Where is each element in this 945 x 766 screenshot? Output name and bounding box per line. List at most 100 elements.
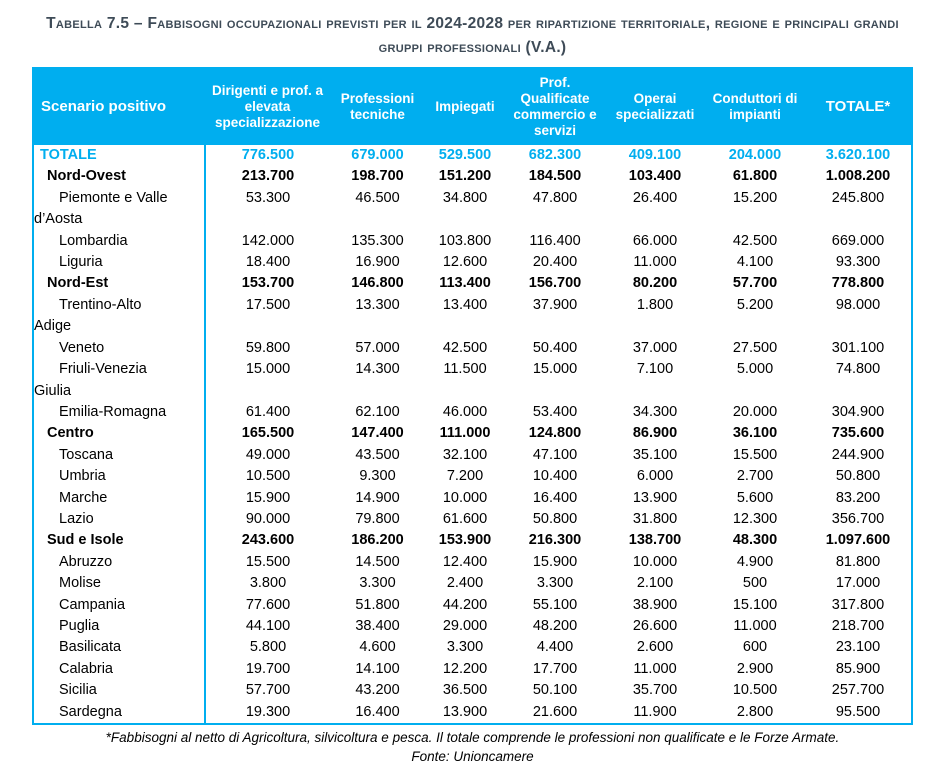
cell-value: 682.300 xyxy=(528,147,582,164)
cell-value: 2.900 xyxy=(736,660,774,677)
cell-value: 103.400 xyxy=(628,168,682,185)
cell-value: 34.800 xyxy=(442,189,488,206)
row-label: Toscana xyxy=(33,444,206,467)
header-row: Scenario positivo Dirigenti e prof. a el… xyxy=(33,68,912,146)
cell-value: 1.008.200 xyxy=(825,168,891,185)
cell-value: 48.300 xyxy=(732,532,778,549)
cell-value: 42.500 xyxy=(732,232,778,249)
table-row: Piemonte e Valle d’Aosta 53.300 46.500 34.8… xyxy=(33,187,912,231)
row-label: Sardegna xyxy=(33,701,206,724)
cell-value: 50.800 xyxy=(532,510,578,527)
row-label: Lazio xyxy=(33,508,206,531)
cell-value: 1.800 xyxy=(636,296,674,313)
cell-value: 35.700 xyxy=(632,682,678,699)
row-label: Trentino-Alto Adige xyxy=(33,294,206,338)
cell-value: 11.900 xyxy=(633,703,677,720)
table-row: Nord-Est 153.700 146.800 113.400 156.700 80.2… xyxy=(33,273,912,295)
cell-value: 32.100 xyxy=(442,446,488,463)
cell-value: 5.600 xyxy=(736,489,774,506)
cell-value: 98.000 xyxy=(835,296,881,313)
table-row: Marche 15.900 14.900 10.000 16.400 13.900 5.60… xyxy=(33,487,912,509)
cell-value: 15.100 xyxy=(732,596,778,613)
table-row: TOTALE 776.500 679.000 529.500 682.300 409.10… xyxy=(33,145,912,167)
cell-value: 29.000 xyxy=(442,617,488,634)
table-row: Lazio 90.000 79.800 61.600 50.800 31.800 12.30… xyxy=(33,508,912,531)
cell-value: 10.000 xyxy=(442,489,488,506)
cell-value: 124.800 xyxy=(528,425,582,442)
cell-value: 50.100 xyxy=(532,682,578,699)
cell-value: 31.800 xyxy=(632,510,678,527)
cell-value: 16.400 xyxy=(355,703,400,720)
header-col: Dirigenti e prof. a elevata specializzaz… xyxy=(205,68,330,146)
cell-value: 85.900 xyxy=(835,660,881,677)
cell-value: 26.600 xyxy=(632,617,678,634)
cell-value: 42.500 xyxy=(442,339,488,356)
table-row: Sicilia 57.700 43.200 36.500 50.100 35.700 10.… xyxy=(33,680,912,702)
cell-value: 46.000 xyxy=(442,403,488,420)
cell-value: 116.400 xyxy=(529,232,581,249)
cell-value: 3.300 xyxy=(359,575,396,592)
cell-value: 13.900 xyxy=(442,703,488,720)
table-row: Molise 3.800 3.300 2.400 3.300 2.100 500 17.000 xyxy=(33,573,912,595)
cell-value: 4.900 xyxy=(736,553,774,570)
table-row: Toscana 49.000 43.500 32.100 47.100 35.100 15.… xyxy=(33,444,912,467)
cell-value: 79.800 xyxy=(355,510,400,527)
cell-value: 317.800 xyxy=(831,596,885,613)
table-row: Abruzzo 15.500 14.500 12.400 15.900 10.000 4.9… xyxy=(33,551,912,574)
cell-value: 500 xyxy=(742,575,768,592)
cell-value: 95.500 xyxy=(835,703,881,720)
source-line: Fonte: Unioncamere xyxy=(411,749,534,764)
cell-value: 243.600 xyxy=(241,532,295,549)
cell-value: 151.200 xyxy=(438,168,492,185)
cell-value: 213.700 xyxy=(241,168,295,185)
cell-value: 61.800 xyxy=(732,168,778,185)
table-row: Campania 77.600 51.800 44.200 55.100 38.900 15… xyxy=(33,594,912,616)
row-label: Sicilia xyxy=(33,680,206,702)
cell-value: 19.300 xyxy=(245,703,291,720)
cell-value: 36.100 xyxy=(732,425,778,442)
cell-value: 74.800 xyxy=(835,361,881,378)
cell-value: 147.400 xyxy=(351,425,404,442)
header-col: Prof. Qualificate commercio e servizi xyxy=(505,68,605,146)
cell-value: 14.100 xyxy=(355,660,400,677)
header-col: TOTALE* xyxy=(805,68,912,146)
cell-value: 2.400 xyxy=(446,575,484,592)
cell-value: 37.900 xyxy=(532,296,578,313)
cell-value: 10.400 xyxy=(532,468,578,485)
cell-value: 600 xyxy=(742,639,768,656)
cell-value: 15.900 xyxy=(245,489,291,506)
cell-value: 216.300 xyxy=(528,532,582,549)
cell-value: 93.300 xyxy=(835,254,881,271)
table-row: Umbria 10.500 9.300 7.200 10.400 6.000 2.700 50… xyxy=(33,466,912,488)
table-row: Sud e Isole 243.600 186.200 153.900 216.300 1… xyxy=(33,530,912,552)
cell-value: 23.100 xyxy=(835,639,881,656)
table-row: Liguria 18.400 16.900 12.600 20.400 11.000 4.1… xyxy=(33,252,912,274)
cell-value: 218.700 xyxy=(831,617,885,634)
cell-value: 669.000 xyxy=(831,232,885,249)
cell-value: 43.200 xyxy=(355,682,400,699)
table-row: Trentino-Alto Adige 17.500 13.300 13.400 37.… xyxy=(33,294,912,338)
row-label: Calabria xyxy=(33,658,206,681)
cell-value: 15.000 xyxy=(532,361,578,378)
cell-value: 37.000 xyxy=(632,339,678,356)
cell-value: 10.000 xyxy=(632,553,678,570)
row-label: Sud e Isole xyxy=(33,530,206,552)
cell-value: 1.097.600 xyxy=(825,532,891,549)
cell-value: 3.300 xyxy=(536,575,574,592)
cell-value: 11.500 xyxy=(443,361,487,378)
cell-value: 47.800 xyxy=(532,189,578,206)
cell-value: 34.300 xyxy=(632,403,678,420)
table-row: Puglia 44.100 38.400 29.000 48.200 26.600 11.0… xyxy=(33,615,912,638)
row-label: Centro xyxy=(33,423,206,445)
cell-value: 135.300 xyxy=(351,232,404,249)
cell-value: 245.800 xyxy=(831,189,885,206)
cell-value: 10.500 xyxy=(245,468,291,485)
cell-value: 14.500 xyxy=(355,553,400,570)
cell-value: 15.500 xyxy=(732,446,778,463)
cell-value: 198.700 xyxy=(351,168,404,185)
cell-value: 304.900 xyxy=(831,403,885,420)
table-row: Calabria 19.700 14.100 12.200 17.700 11.000 2.… xyxy=(33,658,912,681)
table-body: TOTALE 776.500 679.000 529.500 682.300 409.10… xyxy=(33,145,912,724)
cell-value: 12.300 xyxy=(732,510,778,527)
cell-value: 26.400 xyxy=(632,189,678,206)
